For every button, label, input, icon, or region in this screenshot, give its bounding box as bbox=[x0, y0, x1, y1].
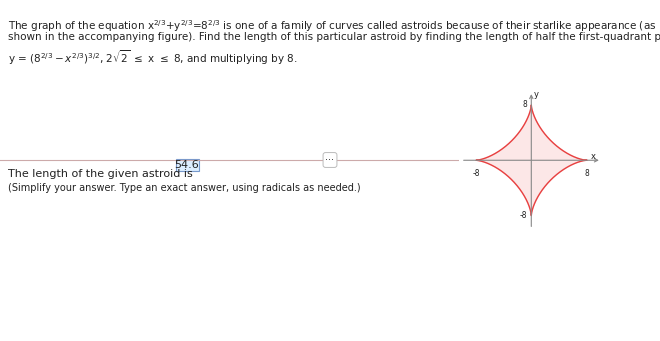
Text: 8: 8 bbox=[584, 168, 589, 178]
Text: -8: -8 bbox=[473, 168, 480, 178]
Text: (Simplify your answer. Type an exact answer, using radicals as needed.): (Simplify your answer. Type an exact ans… bbox=[8, 183, 360, 193]
Text: The length of the given astroid is: The length of the given astroid is bbox=[8, 169, 193, 179]
Text: y = $\left(8^{2/3}-x^{2/3}\right)^{3/2}$, 2$\sqrt{2}$ $\leq$ x $\leq$ 8, and mul: y = $\left(8^{2/3}-x^{2/3}\right)^{3/2}$… bbox=[8, 48, 298, 66]
Text: shown in the accompanying figure). Find the length of this particular astroid by: shown in the accompanying figure). Find … bbox=[8, 32, 660, 42]
Polygon shape bbox=[476, 105, 587, 216]
FancyBboxPatch shape bbox=[176, 159, 199, 170]
Text: x: x bbox=[591, 152, 596, 161]
Text: 54.6: 54.6 bbox=[175, 160, 199, 170]
Text: 8: 8 bbox=[523, 101, 527, 109]
Text: The graph of the equation x$^{2/3}$+y$^{2/3}$=8$^{2/3}$ is one of a family of cu: The graph of the equation x$^{2/3}$+y$^{… bbox=[8, 18, 656, 34]
Text: y: y bbox=[534, 90, 539, 100]
Text: -8: -8 bbox=[519, 211, 527, 220]
Text: ···: ··· bbox=[325, 155, 335, 165]
